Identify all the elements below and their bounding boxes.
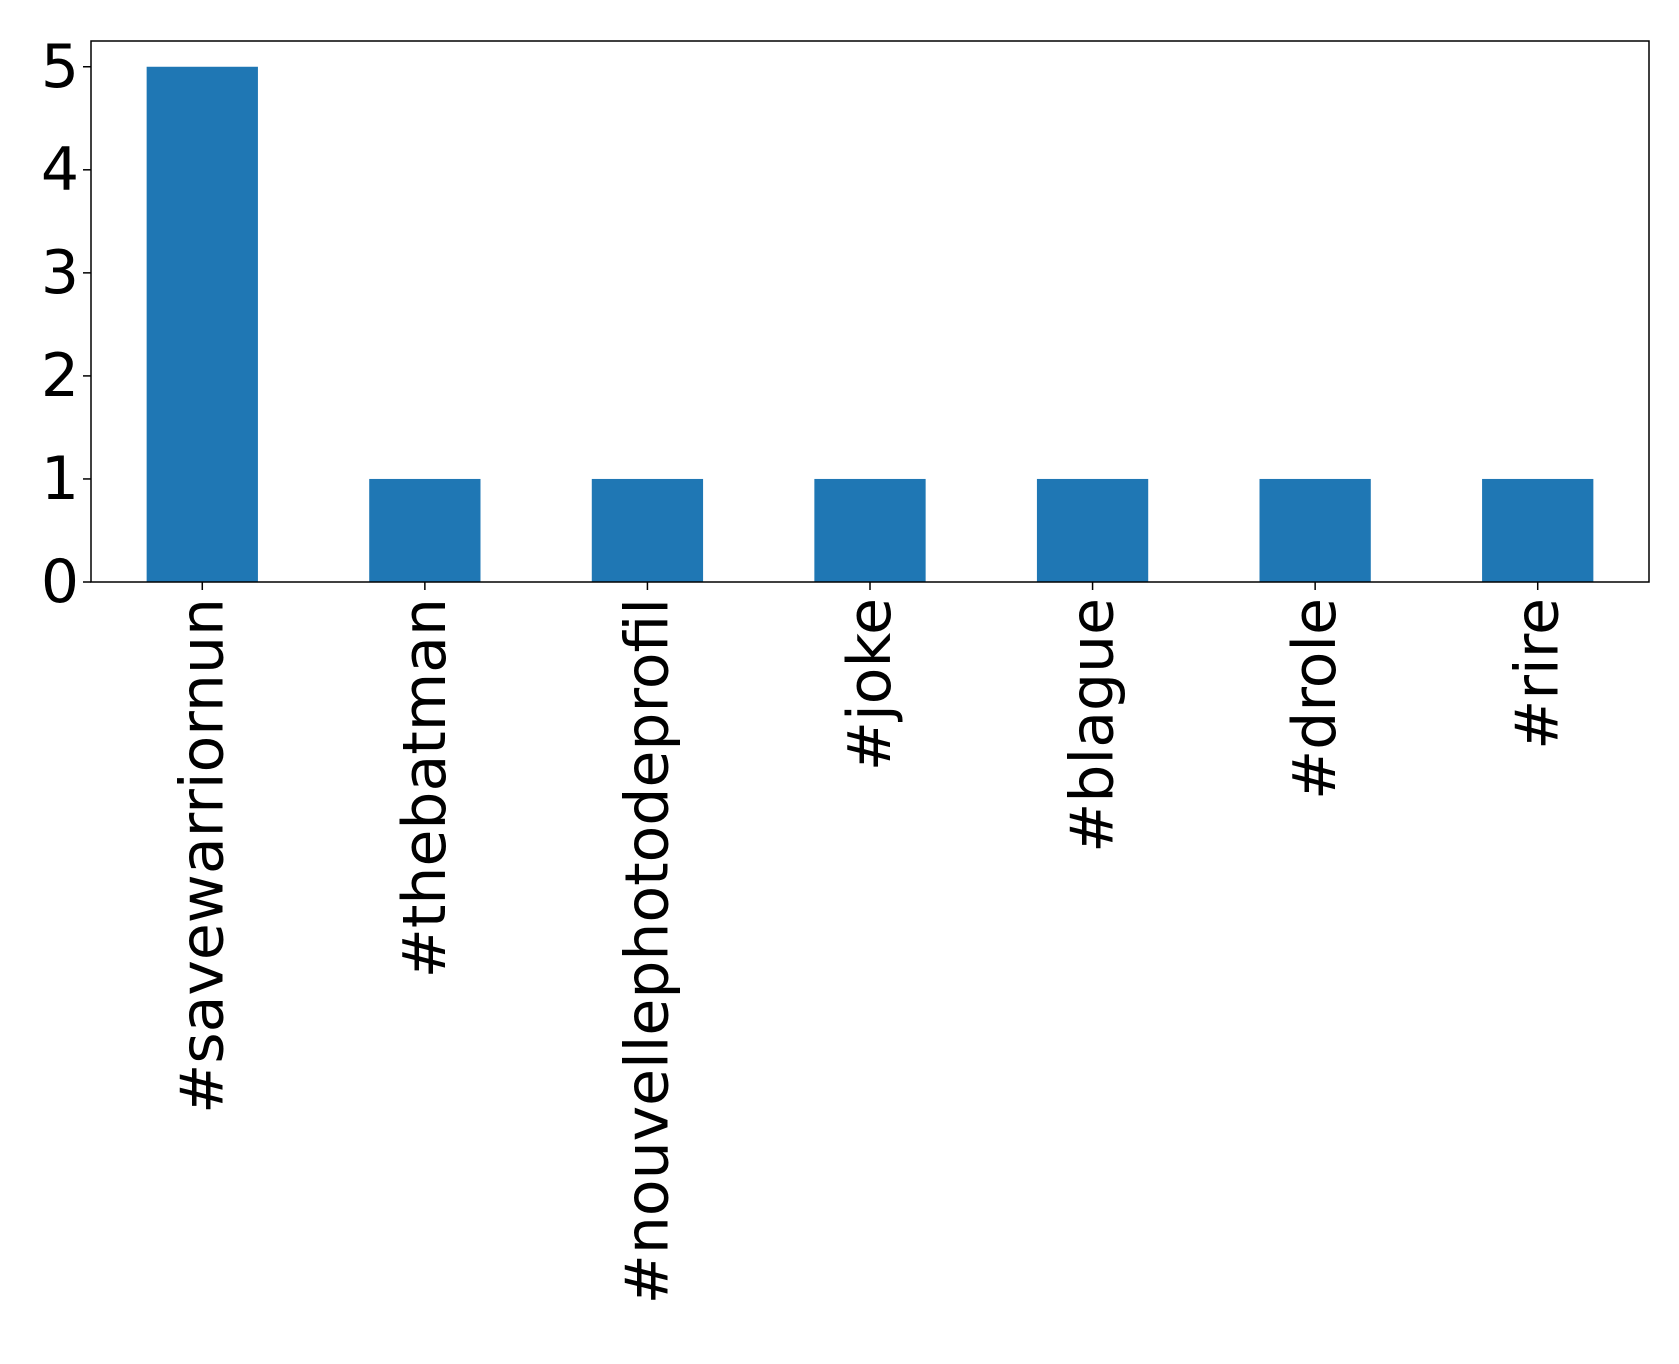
plot-frame <box>90 40 1650 583</box>
bar-thebatman <box>369 478 481 582</box>
bar-drole <box>1259 478 1371 582</box>
y-tick-label: 3 <box>41 238 79 308</box>
x-axis: #savewarriornun #thebatman #nouvellephotod… <box>167 582 1573 1304</box>
y-tick-label: 2 <box>41 341 79 411</box>
x-tick-label: #blague <box>1058 598 1128 853</box>
x-tick-label: #nouvellephotodeprofil <box>612 598 682 1304</box>
bar-blague <box>1036 478 1149 582</box>
x-tick-label: #joke <box>835 598 905 771</box>
x-tick-label: #rire <box>1503 598 1573 750</box>
bar-rire <box>1482 478 1594 582</box>
bar-joke <box>814 478 926 582</box>
y-tick-label: 1 <box>41 444 79 514</box>
x-tick-label: #drole <box>1280 598 1350 800</box>
y-axis: 0 1 2 3 4 5 <box>41 32 91 617</box>
x-tick-label: #savewarriornun <box>167 598 237 1114</box>
y-tick-label: 5 <box>41 32 79 102</box>
bar-nouvellephotodeprofil <box>591 478 704 582</box>
x-tick-label: #thebatman <box>390 598 460 978</box>
y-tick-label: 4 <box>41 135 79 205</box>
bar-savewarriornun <box>146 66 258 582</box>
y-tick-label: 0 <box>41 547 79 617</box>
bars-layer <box>146 66 1594 582</box>
